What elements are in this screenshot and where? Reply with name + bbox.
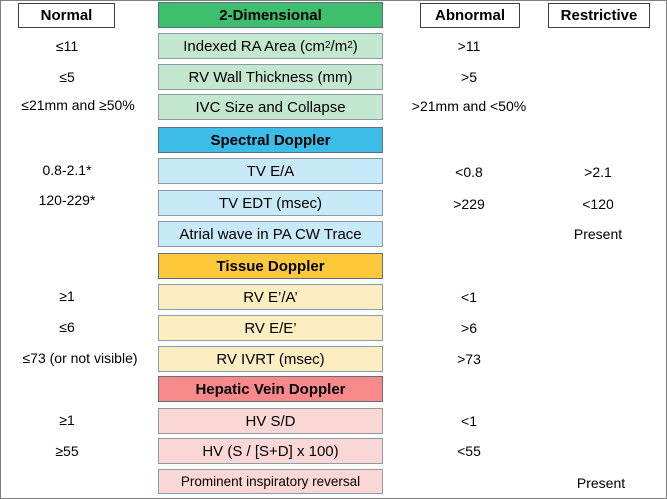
normal-value: 0.8-2.1* [42,162,92,178]
abnormal-value: <55 [457,443,481,459]
restrictive-value: >2.1 [584,164,612,180]
restrictive-column-header: Restrictive [548,3,650,28]
abnormal-value: >21mm and <50% [411,98,527,114]
normal-value: ≤11 [55,38,79,54]
param-rv-ivrt: RV IVRT (msec) [158,346,383,372]
param-rv-e-prime-a-prime: RV E’/A’ [158,284,383,310]
param-ivc-size-collapse: IVC Size and Collapse [158,94,383,120]
param-hv-s-d: HV S/D [158,408,383,434]
param-indexed-ra-area-mid: /m [330,37,348,55]
abnormal-value: >5 [461,69,477,85]
param-tv-e-a: TV E/A [158,158,383,184]
normal-value: 120-229* [38,192,96,208]
abnormal-value: >229 [453,196,485,212]
restrictive-value: <120 [582,196,614,212]
param-tv-edt: TV EDT (msec) [158,190,383,216]
param-hv-s-ratio: HV (S / [S+D] x 100) [158,438,383,464]
abnormal-value: >11 [457,38,481,54]
abnormal-value: >73 [457,351,481,367]
normal-value: ≥1 [59,412,75,428]
normal-value: ≤6 [59,319,75,335]
abnormal-column-header: Abnormal [420,3,520,28]
param-indexed-ra-area: Indexed RA Area (cm 2/m 2) [158,33,383,59]
abnormal-value: <1 [461,413,477,429]
normal-value: ≥55 [55,443,79,459]
param-indexed-ra-area-end: ) [352,37,358,55]
abnormal-value: >6 [461,320,477,336]
normal-value: ≤73 (or not visible) [22,350,138,366]
param-rv-e-e-prime: RV E/E’ [158,315,383,341]
normal-value: ≥1 [59,288,75,304]
abnormal-value: <1 [461,289,477,305]
param-rv-wall-thickness: RV Wall Thickness (mm) [158,64,383,90]
abnormal-value: <0.8 [455,164,483,180]
normal-column-header: Normal [18,3,115,28]
param-indexed-ra-area-text: Indexed RA Area (cm [183,37,325,55]
normal-value: ≤5 [59,69,75,85]
param-prominent-inspiratory-reversal: Prominent inspiratory reversal [158,469,383,494]
param-atrial-wave-pa-cw: Atrial wave in PA CW Trace [158,221,383,247]
section-header-2-dimensional: 2-Dimensional [158,2,383,28]
section-header-spectral-doppler: Spectral Doppler [158,127,383,153]
restrictive-value: Present [573,226,623,242]
normal-value: ≤21mm and ≥50% [21,97,135,113]
section-header-hepatic-vein-doppler: Hepatic Vein Doppler [158,376,383,402]
section-header-tissue-doppler: Tissue Doppler [158,253,383,279]
restrictive-value: Present [576,475,626,491]
